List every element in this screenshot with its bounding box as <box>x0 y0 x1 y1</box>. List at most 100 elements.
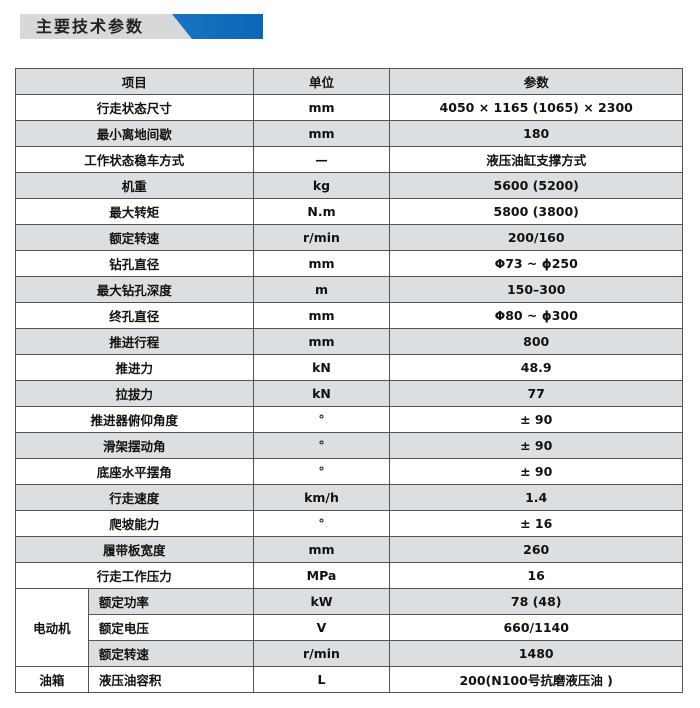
value-cell: 5800 (3800) <box>389 198 683 225</box>
table-header: 项目 单位 参数 <box>15 68 683 95</box>
unit-cell: mm <box>252 94 391 121</box>
value-cell: ± 90 <box>389 432 683 459</box>
table-row: 额定转速 r/min 200/160 <box>15 224 683 251</box>
table-row: 最小离地间歇 mm 180 <box>15 120 683 147</box>
item-cell: 推进器俯仰角度 <box>15 406 254 433</box>
item-cell: 工作状态稳车方式 <box>15 146 254 173</box>
value-cell: ± 90 <box>389 406 683 433</box>
item-cell: 底座水平摆角 <box>15 458 254 485</box>
unit-cell: km/h <box>252 484 391 511</box>
table-row: 机重 kg 5600 (5200) <box>15 172 683 199</box>
unit-cell: r/min <box>252 224 391 251</box>
value-cell: 260 <box>389 536 683 563</box>
item-cell: 推进力 <box>15 354 254 381</box>
item-cell: 额定转速 <box>15 224 254 251</box>
item-cell: 终孔直径 <box>15 302 254 329</box>
group-cell-motor: 电动机 <box>15 588 89 667</box>
item-cell: 液压油容积 <box>87 666 254 693</box>
section-title: 主要技术参数 <box>36 17 145 36</box>
unit-cell: kN <box>252 354 391 381</box>
unit-cell: V <box>252 614 391 641</box>
value-cell: 660/1140 <box>389 614 683 641</box>
banner-gray-bar <box>20 14 203 39</box>
value-cell: 1.4 <box>389 484 683 511</box>
unit-cell: kN <box>252 380 391 407</box>
item-cell: 最小离地间歇 <box>15 120 254 147</box>
table-row: 电动机 额定功率 kW 78 (48) <box>15 588 683 667</box>
item-cell: 额定转速 <box>87 640 254 667</box>
item-cell: 额定电压 <box>87 614 254 641</box>
value-cell: 200/160 <box>389 224 683 251</box>
unit-cell: ° <box>252 406 391 433</box>
value-cell: 液压油缸支撑方式 <box>389 146 683 173</box>
table-row: 爬坡能力 ° ± 16 <box>15 510 683 537</box>
unit-cell: ° <box>252 432 391 459</box>
item-cell: 拉拔力 <box>15 380 254 407</box>
item-cell: 最大转矩 <box>15 198 254 225</box>
header-item: 项目 <box>15 68 254 95</box>
item-cell: 最大钻孔深度 <box>15 276 254 303</box>
unit-cell: — <box>252 146 391 173</box>
table-row: 履带板宽度 mm 260 <box>15 536 683 563</box>
value-cell: 16 <box>389 562 683 589</box>
table-row: 拉拔力 kN 77 <box>15 380 683 407</box>
unit-cell: N.m <box>252 198 391 225</box>
item-cell: 行走工作压力 <box>15 562 254 589</box>
value-cell: Φ73 ~ ϕ250 <box>389 250 683 277</box>
unit-cell: kW <box>252 588 391 615</box>
unit-cell: mm <box>252 250 391 277</box>
item-cell: 履带板宽度 <box>15 536 254 563</box>
table-row: 底座水平摆角 ° ± 90 <box>15 458 683 485</box>
unit-cell: kg <box>252 172 391 199</box>
unit-cell: m <box>252 276 391 303</box>
item-cell: 钻孔直径 <box>15 250 254 277</box>
value-cell: 77 <box>389 380 683 407</box>
unit-cell: mm <box>252 302 391 329</box>
table-row: 行走速度 km/h 1.4 <box>15 484 683 511</box>
table-row: 最大钻孔深度 m 150–300 <box>15 276 683 303</box>
table-row: 滑架摆动角 ° ± 90 <box>15 432 683 459</box>
unit-cell: mm <box>252 328 391 355</box>
item-cell: 行走状态尺寸 <box>15 94 254 121</box>
value-cell: ± 16 <box>389 510 683 537</box>
unit-cell: r/min <box>252 640 391 667</box>
spec-table: 项目 单位 参数 行走状态尺寸 mm 4050 × 1165 (1065) × 23… <box>15 68 683 693</box>
table-row: 额定转速 r/min 1480 <box>16 640 683 667</box>
unit-cell: L <box>252 666 391 693</box>
table-row: 工作状态稳车方式 — 液压油缸支撑方式 <box>15 146 683 173</box>
item-cell: 爬坡能力 <box>15 510 254 537</box>
header-unit: 单位 <box>252 68 391 95</box>
value-cell: 5600 (5200) <box>389 172 683 199</box>
value-cell: Φ80 ~ ϕ300 <box>389 302 683 329</box>
value-cell: ± 90 <box>389 458 683 485</box>
value-cell: 4050 × 1165 (1065) × 2300 <box>389 94 683 121</box>
item-cell: 行走速度 <box>15 484 254 511</box>
value-cell: 200(N100号抗磨液压油 ) <box>389 666 683 693</box>
value-cell: 48.9 <box>389 354 683 381</box>
table-row: 终孔直径 mm Φ80 ~ ϕ300 <box>15 302 683 329</box>
item-cell: 额定功率 <box>87 588 254 615</box>
table-row: 推进行程 mm 800 <box>15 328 683 355</box>
table-row: 油箱 液压油容积 L 200(N100号抗磨液压油 ) <box>15 666 683 693</box>
table-row: 推进器俯仰角度 ° ± 90 <box>15 406 683 433</box>
unit-cell: MPa <box>252 562 391 589</box>
unit-cell: ° <box>252 510 391 537</box>
item-cell: 机重 <box>15 172 254 199</box>
value-cell: 150–300 <box>389 276 683 303</box>
table-row: 行走状态尺寸 mm 4050 × 1165 (1065) × 2300 <box>15 94 683 121</box>
table-row: 行走工作压力 MPa 16 <box>15 562 683 589</box>
value-cell: 1480 <box>389 640 683 667</box>
header-value: 参数 <box>389 68 683 95</box>
table-row: 额定电压 V 660/1140 <box>16 614 683 641</box>
unit-cell: ° <box>252 458 391 485</box>
unit-cell: mm <box>252 120 391 147</box>
value-cell: 800 <box>389 328 683 355</box>
table-row: 钻孔直径 mm Φ73 ~ ϕ250 <box>15 250 683 277</box>
value-cell: 78 (48) <box>389 588 683 615</box>
table-row: 最大转矩 N.m 5800 (3800) <box>15 198 683 225</box>
table-row: 推进力 kN 48.9 <box>15 354 683 381</box>
value-cell: 180 <box>389 120 683 147</box>
section-banner: 主要技术参数 <box>20 14 263 39</box>
unit-cell: mm <box>252 536 391 563</box>
group-cell-tank: 油箱 <box>15 666 89 693</box>
